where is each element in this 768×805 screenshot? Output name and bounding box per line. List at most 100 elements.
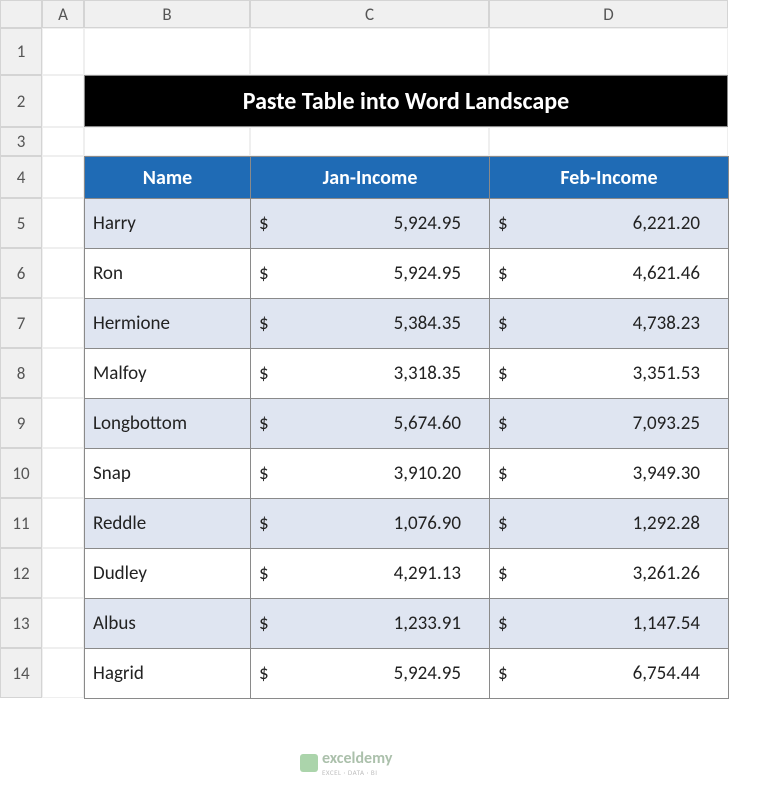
row-header-7[interactable]: 7 — [0, 298, 42, 348]
col-header-d[interactable]: D — [489, 0, 728, 28]
cell-feb[interactable]: $3,949.30 — [490, 449, 729, 499]
currency-symbol: $ — [259, 512, 269, 535]
money-value: 1,147.54 — [633, 612, 700, 635]
cell-d1[interactable] — [489, 28, 728, 75]
money-value: 1,233.91 — [394, 612, 461, 635]
money-value: 4,621.46 — [633, 262, 700, 285]
cell-feb[interactable]: $3,261.26 — [490, 549, 729, 599]
cell-a9[interactable] — [42, 398, 84, 448]
cell-jan[interactable]: $5,924.95 — [251, 649, 490, 699]
row-header-9[interactable]: 9 — [0, 398, 42, 448]
select-all-corner[interactable] — [0, 0, 42, 28]
row-header-12[interactable]: 12 — [0, 548, 42, 598]
cell-name[interactable]: Malfoy — [85, 349, 251, 399]
brand-icon — [300, 754, 318, 772]
cell-name[interactable]: Reddle — [85, 499, 251, 549]
cell-a10[interactable] — [42, 448, 84, 498]
row-header-8[interactable]: 8 — [0, 348, 42, 398]
cell-feb[interactable]: $7,093.25 — [490, 399, 729, 449]
table-row: Malfoy$3,318.35$3,351.53 — [85, 349, 729, 399]
cell-a5[interactable] — [42, 198, 84, 248]
cell-jan[interactable]: $1,076.90 — [251, 499, 490, 549]
cell-c3[interactable] — [250, 127, 489, 156]
row-header-4[interactable]: 4 — [0, 156, 42, 198]
row-header-11[interactable]: 11 — [0, 498, 42, 548]
cell-a8[interactable] — [42, 348, 84, 398]
cell-name[interactable]: Albus — [85, 599, 251, 649]
money-value: 6,221.20 — [633, 212, 700, 235]
currency-symbol: $ — [498, 212, 508, 235]
col-header-c[interactable]: C — [250, 0, 489, 28]
row-header-14[interactable]: 14 — [0, 648, 42, 698]
table-row: Hermione$5,384.35$4,738.23 — [85, 299, 729, 349]
cell-feb[interactable]: $4,621.46 — [490, 249, 729, 299]
row-header-13[interactable]: 13 — [0, 598, 42, 648]
row-header-10[interactable]: 10 — [0, 448, 42, 498]
cell-a1[interactable] — [42, 28, 84, 75]
th-jan[interactable]: Jan-Income — [251, 157, 490, 199]
cell-jan[interactable]: $1,233.91 — [251, 599, 490, 649]
row-header-3[interactable]: 3 — [0, 127, 42, 156]
cell-name[interactable]: Ron — [85, 249, 251, 299]
money-value: 6,754.44 — [633, 662, 700, 685]
cell-a2[interactable] — [42, 75, 84, 127]
cell-feb[interactable]: $4,738.23 — [490, 299, 729, 349]
cell-a6[interactable] — [42, 248, 84, 298]
table-row: Snap$3,910.20$3,949.30 — [85, 449, 729, 499]
cell-b1[interactable] — [84, 28, 250, 75]
cell-a4[interactable] — [42, 156, 84, 198]
cell-a7[interactable] — [42, 298, 84, 348]
cell-a12[interactable] — [42, 548, 84, 598]
cell-feb[interactable]: $1,292.28 — [490, 499, 729, 549]
cell-name[interactable]: Snap — [85, 449, 251, 499]
cell-name[interactable]: Hagrid — [85, 649, 251, 699]
cell-jan[interactable]: $5,924.95 — [251, 249, 490, 299]
row-header-2[interactable]: 2 — [0, 75, 42, 127]
row-header-6[interactable]: 6 — [0, 248, 42, 298]
money-value: 5,384.35 — [394, 312, 461, 335]
cell-name[interactable]: Longbottom — [85, 399, 251, 449]
cell-jan[interactable]: $5,384.35 — [251, 299, 490, 349]
money-value: 5,924.95 — [394, 212, 461, 235]
cell-jan[interactable]: $3,910.20 — [251, 449, 490, 499]
watermark: exceldemy EXCEL · DATA · BI — [300, 748, 430, 778]
table-row: Dudley$4,291.13$3,261.26 — [85, 549, 729, 599]
spreadsheet-grid: A B C D 1 2 Paste Table into Word Landsc… — [0, 0, 768, 698]
cell-name[interactable]: Harry — [85, 199, 251, 249]
currency-symbol: $ — [498, 312, 508, 335]
cell-d3[interactable] — [489, 127, 728, 156]
cell-jan[interactable]: $5,674.60 — [251, 399, 490, 449]
page-title[interactable]: Paste Table into Word Landscape — [84, 75, 728, 127]
currency-symbol: $ — [498, 512, 508, 535]
cell-a3[interactable] — [42, 127, 84, 156]
th-feb[interactable]: Feb-Income — [490, 157, 729, 199]
table-row: Albus$1,233.91$1,147.54 — [85, 599, 729, 649]
cell-feb[interactable]: $1,147.54 — [490, 599, 729, 649]
income-table: Name Jan-Income Feb-Income Harry$5,924.9… — [84, 156, 729, 699]
cell-jan[interactable]: $4,291.13 — [251, 549, 490, 599]
th-name[interactable]: Name — [85, 157, 251, 199]
cell-c1[interactable] — [250, 28, 489, 75]
col-header-a[interactable]: A — [42, 0, 84, 28]
row-header-5[interactable]: 5 — [0, 198, 42, 248]
cell-jan[interactable]: $5,924.95 — [251, 199, 490, 249]
currency-symbol: $ — [259, 412, 269, 435]
currency-symbol: $ — [259, 562, 269, 585]
cell-jan[interactable]: $3,318.35 — [251, 349, 490, 399]
col-header-b[interactable]: B — [84, 0, 250, 28]
cell-name[interactable]: Dudley — [85, 549, 251, 599]
cell-a13[interactable] — [42, 598, 84, 648]
cell-name[interactable]: Hermione — [85, 299, 251, 349]
cell-feb[interactable]: $6,221.20 — [490, 199, 729, 249]
currency-symbol: $ — [498, 612, 508, 635]
money-value: 4,738.23 — [633, 312, 700, 335]
currency-symbol: $ — [259, 212, 269, 235]
cell-feb[interactable]: $3,351.53 — [490, 349, 729, 399]
cell-b3[interactable] — [84, 127, 250, 156]
row-header-1[interactable]: 1 — [0, 28, 42, 75]
currency-symbol: $ — [259, 462, 269, 485]
income-tbody: Harry$5,924.95$6,221.20Ron$5,924.95$4,62… — [85, 199, 729, 699]
cell-a14[interactable] — [42, 648, 84, 698]
cell-a11[interactable] — [42, 498, 84, 548]
cell-feb[interactable]: $6,754.44 — [490, 649, 729, 699]
